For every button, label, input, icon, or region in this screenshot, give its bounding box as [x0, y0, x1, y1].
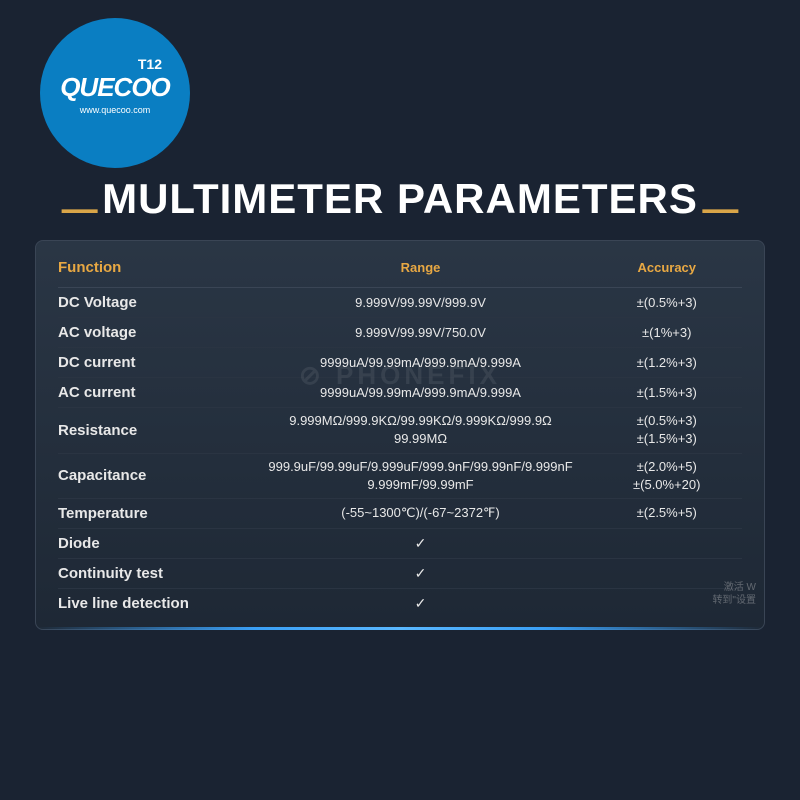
cell-accuracy: ±(1.5%+3) — [592, 384, 742, 402]
cell-accuracy: ±(1.2%+3) — [592, 354, 742, 372]
logo-url: www.quecoo.com — [80, 105, 151, 115]
table-row: DC Voltage9.999V/99.99V/999.9V±(0.5%+3) — [58, 288, 742, 318]
parameters-table: Function Range Accuracy DC Voltage9.999V… — [35, 240, 765, 630]
cell-range: 9.999V/99.99V/750.0V — [250, 324, 592, 342]
page-title-wrap: — MULTIMETER PARAMETERS — — [0, 175, 800, 230]
cell-range: ✓ — [250, 564, 592, 584]
logo-model: T12 — [138, 56, 162, 72]
table-row: DC current9999uA/99.99mA/999.9mA/9.999A±… — [58, 348, 742, 378]
cell-accuracy: ±(2.5%+5) — [592, 504, 742, 522]
table-row: AC current9999uA/99.99mA/999.9mA/9.999A±… — [58, 378, 742, 408]
header-range: Range — [250, 259, 592, 277]
table-row: Continuity test✓ — [58, 559, 742, 589]
table-row: AC voltage9.999V/99.99V/750.0V±(1%+3) — [58, 318, 742, 348]
cell-range: 9.999V/99.99V/999.9V — [250, 294, 592, 312]
cell-range: 9999uA/99.99mA/999.9mA/9.999A — [250, 354, 592, 372]
cell-accuracy: ±(2.0%+5) ±(5.0%+20) — [592, 458, 742, 494]
cell-function: Resistance — [58, 422, 250, 439]
brand-logo: T12 QUECOO www.quecoo.com — [40, 18, 190, 168]
cell-function: Temperature — [58, 505, 250, 522]
cell-function: Diode — [58, 535, 250, 552]
cell-function: DC current — [58, 354, 250, 371]
cell-function: AC current — [58, 384, 250, 401]
logo-brand: QUECOO — [60, 72, 170, 103]
table-row: Resistance9.999MΩ/999.9KΩ/99.99KΩ/9.999K… — [58, 408, 742, 453]
header-accuracy: Accuracy — [592, 259, 742, 277]
header-function: Function — [58, 259, 250, 277]
cell-function: AC voltage — [58, 324, 250, 341]
table-row: Live line detection✓ — [58, 589, 742, 619]
cell-range: (-55~1300℃)/(-67~2372℉) — [250, 504, 592, 522]
bottom-glow — [36, 627, 764, 630]
table-header: Function Range Accuracy — [58, 259, 742, 288]
activation-text: 激活 W 转到"设置 — [712, 581, 756, 607]
cell-function: Continuity test — [58, 565, 250, 582]
title-dash-left: — — [62, 188, 98, 230]
cell-function: DC Voltage — [58, 294, 250, 311]
cell-range: 9.999MΩ/999.9KΩ/99.99KΩ/9.999KΩ/999.9Ω 9… — [250, 412, 592, 448]
cell-range: 999.9uF/99.99uF/9.999uF/999.9nF/99.99nF/… — [250, 458, 592, 494]
cell-range: ✓ — [250, 594, 592, 614]
cell-accuracy: ±(0.5%+3) ±(1.5%+3) — [592, 412, 742, 448]
cell-function: Capacitance — [58, 467, 250, 484]
cell-range: 9999uA/99.99mA/999.9mA/9.999A — [250, 384, 592, 402]
table-row: Diode✓ — [58, 529, 742, 559]
page-title: MULTIMETER PARAMETERS — [102, 175, 698, 223]
cell-accuracy: ±(1%+3) — [592, 324, 742, 342]
cell-accuracy: ±(0.5%+3) — [592, 294, 742, 312]
cell-function: Live line detection — [58, 595, 250, 612]
cell-range: ✓ — [250, 534, 592, 554]
table-row: Temperature(-55~1300℃)/(-67~2372℉)±(2.5%… — [58, 499, 742, 529]
title-dash-right: — — [702, 188, 738, 230]
table-row: Capacitance999.9uF/99.99uF/9.999uF/999.9… — [58, 454, 742, 499]
